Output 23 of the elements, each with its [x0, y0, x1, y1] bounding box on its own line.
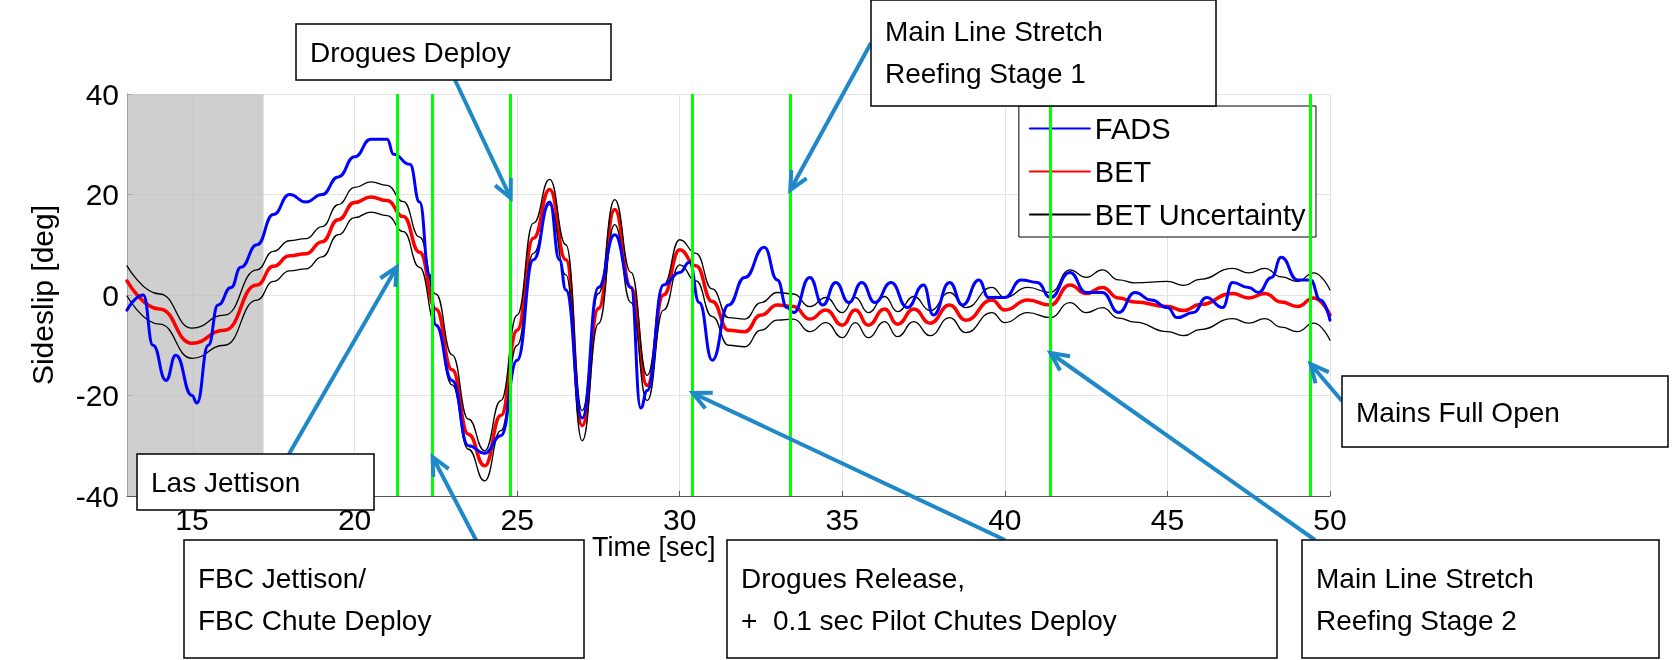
y-tick-label: -40 — [75, 479, 119, 513]
y-tick-label: -20 — [75, 379, 119, 412]
ref-line-label: Drogues Release, + 0.1 sec Pilot Chutes Deploy — [741, 563, 1117, 636]
legend-label: FADS — [1094, 112, 1171, 145]
ref-line-label: Main Line Stretch Reefing Stage 1 — [885, 16, 1103, 89]
x-tick-label: 15 — [175, 502, 209, 536]
y-axis-title: Sideslip [deg] — [25, 204, 59, 386]
x-tick-label: 35 — [825, 502, 859, 536]
x-tick-label: 25 — [500, 502, 534, 536]
ref-line-label: Main Line Stretch Reefing Stage 2 — [1316, 563, 1534, 636]
ref-line-label: Mains Full Open — [1356, 396, 1560, 428]
y-tick-label: 0 — [102, 278, 119, 312]
legend-label: BET Uncertainty — [1094, 198, 1306, 231]
legend-label: BET — [1094, 155, 1152, 188]
x-tick-label: 45 — [1150, 502, 1185, 536]
x-tick-label: 20 — [337, 502, 372, 536]
x-tick-label: 50 — [1313, 502, 1347, 536]
y-tick-label: 40 — [85, 77, 119, 111]
y-tick-label: 20 — [85, 178, 119, 211]
ref-line-label: Drogues Deploy — [310, 37, 511, 68]
ref-line-label: Las Jettison — [151, 467, 301, 498]
ref-line-label: FBC Jettison/ FBC Chute Deploy — [198, 563, 432, 636]
x-tick-label: 40 — [988, 502, 1022, 536]
